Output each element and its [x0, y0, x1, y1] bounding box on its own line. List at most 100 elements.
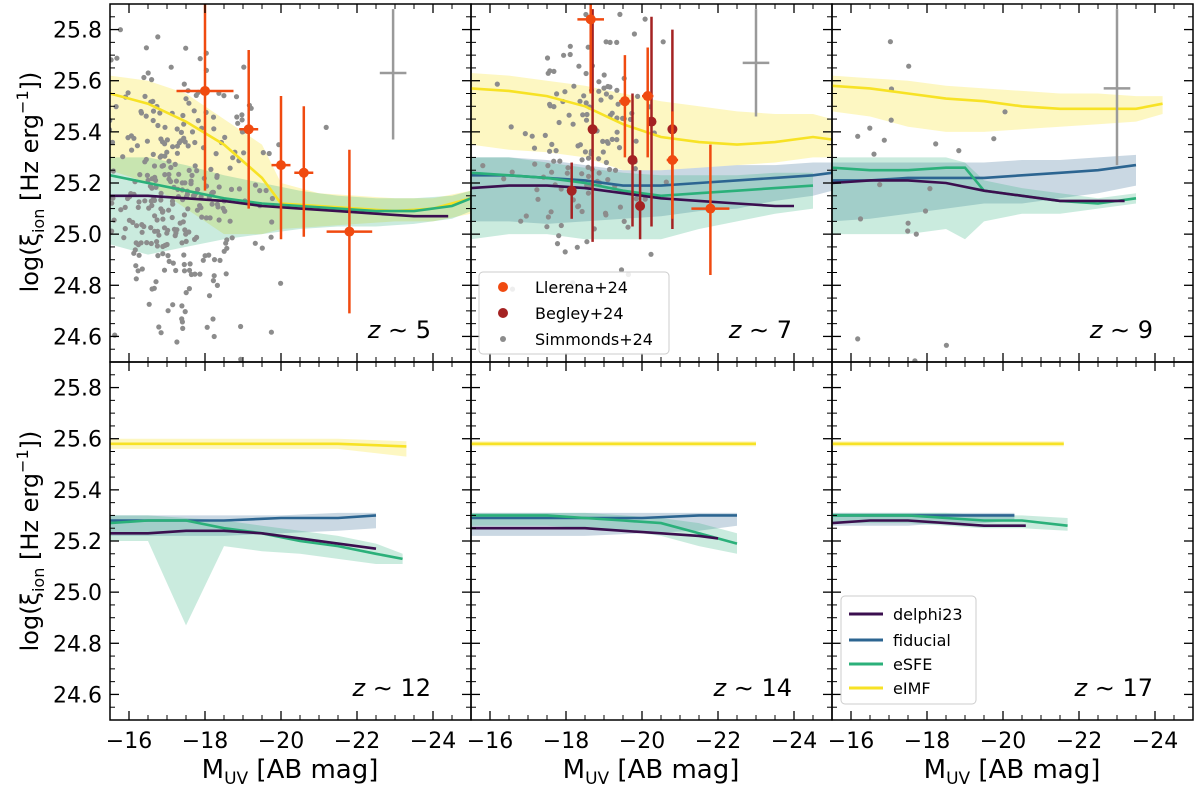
- y-tick-label: 24.8: [53, 274, 102, 299]
- simmonds-point: [181, 121, 187, 127]
- simmonds-point: [125, 195, 131, 202]
- simmonds-point: [165, 253, 171, 259]
- simmonds-point: [616, 145, 623, 151]
- simmonds-point: [154, 422, 159, 427]
- simmonds-point: [186, 286, 192, 292]
- redshift-label: z ∼ 5: [367, 316, 431, 344]
- simmonds-point: [149, 202, 155, 209]
- simmonds-point: [239, 112, 245, 118]
- simmonds-point: [120, 154, 126, 160]
- llerena-point: [276, 160, 286, 171]
- simmonds-point: [260, 150, 266, 156]
- simmonds-point: [164, 230, 170, 236]
- simmonds-point: [149, 286, 155, 292]
- simmonds-point: [155, 34, 161, 40]
- simmonds-point: [179, 180, 185, 186]
- simmonds-point: [855, 336, 861, 342]
- simmonds-point: [216, 184, 222, 190]
- simmonds-point: [134, 143, 140, 149]
- simmonds-point: [596, 170, 602, 176]
- simmonds-point: [544, 55, 551, 61]
- y-tick-label: 25.2: [53, 172, 102, 197]
- simmonds-point: [188, 271, 194, 278]
- simmonds-point: [222, 134, 228, 140]
- simmonds-point: [191, 108, 197, 114]
- simmonds-point: [174, 339, 180, 345]
- simmonds-point: [171, 226, 177, 232]
- simmonds-point: [180, 112, 186, 119]
- legend-delphi23-label: delphi23: [893, 605, 963, 624]
- simmonds-point: [173, 267, 179, 274]
- simmonds-point: [927, 186, 933, 192]
- simmonds-point: [603, 91, 610, 97]
- simmonds-point: [871, 151, 877, 157]
- simmonds-point: [183, 290, 189, 296]
- plot-area-z7: [471, 4, 832, 292]
- simmonds-point: [183, 238, 189, 244]
- x-tick-label: −18: [182, 729, 228, 754]
- simmonds-point: [125, 90, 131, 96]
- simmonds-point: [562, 249, 568, 255]
- simmonds-point: [168, 64, 174, 70]
- x-tick-label: −16: [828, 729, 874, 754]
- llerena-point: [705, 203, 716, 214]
- simmonds-point: [152, 174, 158, 180]
- simmonds-point: [567, 43, 573, 49]
- simmonds-point: [190, 193, 197, 199]
- simmonds-point: [233, 94, 240, 100]
- simmonds-point: [170, 144, 176, 150]
- simmonds-point: [607, 39, 613, 46]
- simmonds-point: [136, 252, 142, 258]
- simmonds-point: [585, 190, 592, 196]
- x-tick-label: −20: [980, 729, 1026, 754]
- svg-text:log(ξion [Hz erg−1]): log(ξion [Hz erg−1]): [13, 431, 48, 652]
- simmonds-point: [216, 217, 222, 223]
- x-tick-label: −18: [904, 729, 950, 754]
- simmonds-point: [956, 148, 962, 154]
- y-axis-label-bottom: log(ξion [Hz erg−1]): [13, 431, 48, 652]
- simmonds-point: [137, 172, 143, 178]
- simmonds-point: [584, 111, 590, 118]
- panel-frame: [470, 361, 833, 721]
- simmonds-point: [166, 171, 172, 178]
- simmonds-point: [134, 223, 140, 229]
- simmonds-point: [943, 342, 950, 348]
- simmonds-point: [551, 68, 557, 74]
- simmonds-point: [110, 139, 116, 145]
- redshift-label: z ∼ 12: [351, 674, 431, 702]
- simmonds-point: [663, 179, 669, 185]
- simmonds-point: [660, 39, 666, 45]
- simmonds-point: [187, 261, 193, 267]
- simmonds-point: [159, 209, 166, 215]
- simmonds-point: [157, 110, 163, 116]
- simmonds-point: [164, 137, 170, 143]
- simmonds-point: [188, 178, 194, 184]
- simmonds-point: [570, 121, 576, 127]
- band-eIMF: [110, 438, 407, 457]
- simmonds-point: [204, 324, 210, 330]
- legend-begley-label: Begley+24: [535, 304, 624, 323]
- simmonds-point: [195, 186, 201, 193]
- simmonds-point: [229, 235, 235, 241]
- simmonds-point: [625, 224, 631, 230]
- simmonds-point: [583, 100, 589, 106]
- x-tick-label: −22: [1056, 729, 1102, 754]
- simmonds-point: [535, 196, 541, 202]
- simmonds-point: [252, 182, 259, 188]
- simmonds-point: [576, 63, 582, 69]
- simmonds-point: [648, 251, 654, 257]
- simmonds-point: [223, 271, 229, 277]
- simmonds-point: [566, 112, 572, 118]
- line-eSFE: [110, 174, 471, 213]
- svg-text:log(ξion [Hz erg−1]): log(ξion [Hz erg−1]): [13, 72, 48, 293]
- simmonds-point: [145, 70, 151, 76]
- simmonds-point: [192, 163, 198, 169]
- simmonds-point: [618, 267, 625, 273]
- simmonds-point: [135, 204, 141, 210]
- simmonds-point: [509, 169, 515, 175]
- simmonds-point: [553, 148, 559, 154]
- simmonds-point: [200, 257, 206, 263]
- simmonds-point: [111, 217, 117, 223]
- simmonds-point: [210, 114, 217, 120]
- simmonds-point: [189, 129, 196, 135]
